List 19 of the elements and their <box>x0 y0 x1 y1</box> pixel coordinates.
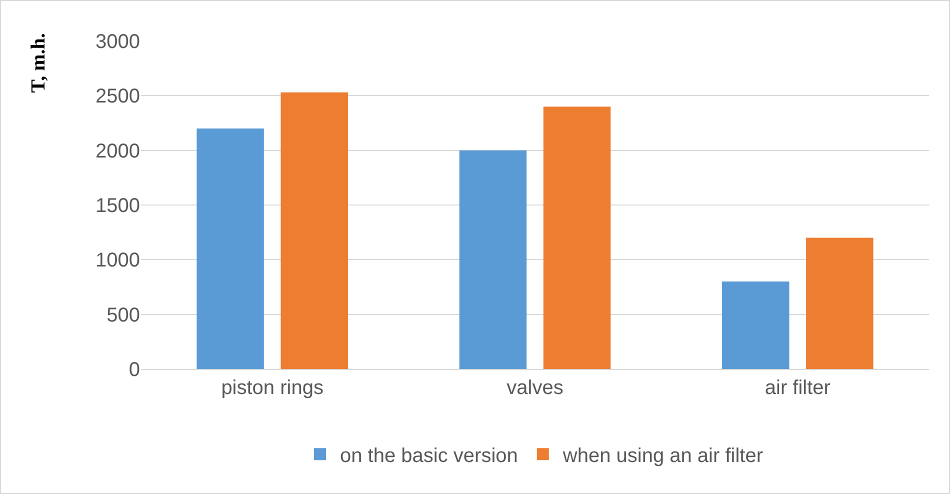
y-tick-label: 0 <box>128 359 140 381</box>
legend-label: on the basic version <box>340 444 518 467</box>
y-tick-label: 500 <box>106 304 140 326</box>
y-tick-label: 1000 <box>96 250 140 272</box>
y-tick-label: 3000 <box>96 31 140 53</box>
bar <box>196 128 264 369</box>
y-tick-label: 2000 <box>96 140 140 162</box>
bar <box>806 238 874 369</box>
y-tick-label: 2500 <box>96 86 140 108</box>
bar <box>543 106 611 369</box>
x-tick-label: air filter <box>764 377 831 399</box>
bar <box>459 150 527 369</box>
bar <box>280 92 348 369</box>
y-axis-title: T, m.h. <box>27 33 50 93</box>
bar <box>722 282 790 369</box>
x-tick-label: valves <box>506 377 564 399</box>
x-tick-label: piston rings <box>221 377 324 399</box>
y-tick-label: 1500 <box>96 195 140 217</box>
legend-label: when using an air filter <box>562 444 764 467</box>
